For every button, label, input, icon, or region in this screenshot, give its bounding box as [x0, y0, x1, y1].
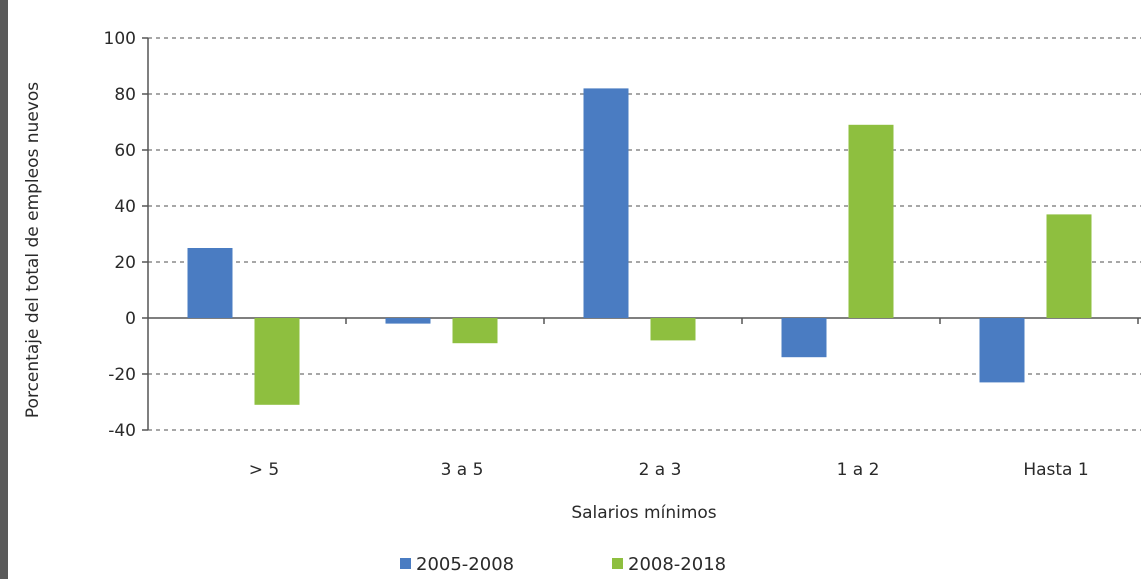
- y-tick-label: 0: [125, 309, 136, 329]
- y-tick-label: 40: [114, 197, 136, 217]
- bar-2008-2018-2 a 3: [650, 318, 696, 341]
- y-tick-label: 60: [114, 141, 136, 161]
- bar-2008-2018-3 a 5: [452, 318, 498, 344]
- bar-2005-2008-Hasta 1: [979, 318, 1025, 383]
- y-tick-label: 80: [114, 85, 136, 105]
- x-tick-label: 1 a 2: [837, 460, 880, 480]
- tick-labels: 100 80 60 40 20 0 -20 -40 > 5 3 a 5 2 a 3 1 a 2 Hast…: [104, 29, 1089, 480]
- x-tick-label: 2 a 3: [639, 460, 682, 480]
- bars: [187, 88, 1092, 405]
- legend-swatch: [612, 558, 623, 569]
- axes: [142, 37, 1141, 431]
- image-left-edge: [0, 0, 8, 579]
- y-tick-label: 20: [114, 253, 136, 273]
- x-tick-label: 3 a 5: [441, 460, 484, 480]
- legend-label: 2005-2008: [416, 554, 514, 575]
- y-axis-label: Porcentaje del total de empleos nuevos: [23, 82, 43, 418]
- y-tick-label: 100: [104, 29, 136, 49]
- legend: 2005-2008 2008-2018: [400, 554, 726, 575]
- bar-2008-2018-1 a 2: [848, 124, 894, 318]
- bar-2005-2008-> 5: [187, 248, 233, 318]
- y-tick-label: -40: [108, 421, 136, 441]
- bar-2008-2018-> 5: [254, 318, 300, 405]
- bar-2005-2008-1 a 2: [781, 318, 827, 358]
- x-axis-label: Salarios mínimos: [571, 503, 716, 523]
- bar-2005-2008-3 a 5: [385, 318, 431, 324]
- bar-2005-2008-2 a 3: [583, 88, 629, 319]
- x-tick-label: Hasta 1: [1023, 460, 1088, 480]
- y-tick-label: -20: [108, 365, 136, 385]
- legend-swatch: [400, 558, 411, 569]
- x-tick-label: > 5: [249, 460, 279, 480]
- legend-label: 2008-2018: [628, 554, 726, 575]
- gridlines: [148, 37, 1141, 431]
- bar-2008-2018-Hasta 1: [1046, 214, 1092, 318]
